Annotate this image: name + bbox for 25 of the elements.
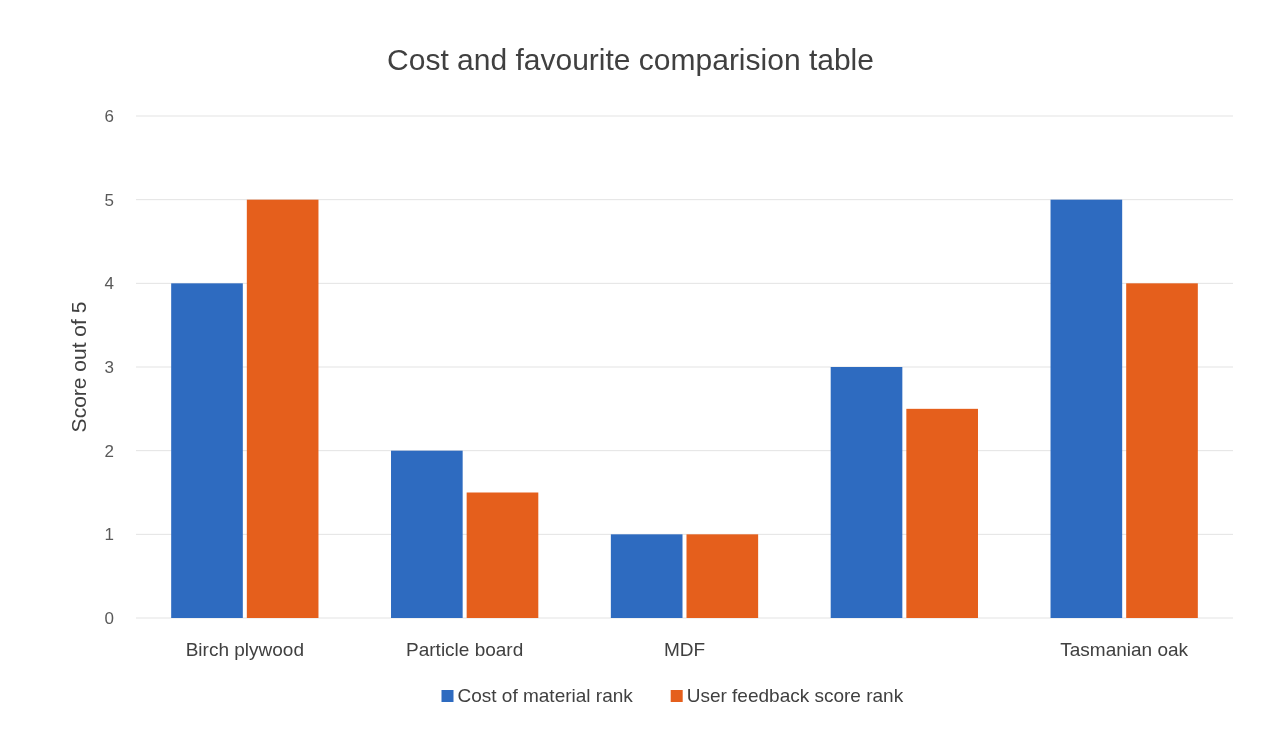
bar xyxy=(830,367,903,618)
bar xyxy=(171,283,243,618)
y-tick-label: 5 xyxy=(104,190,114,210)
y-tick-label: 3 xyxy=(104,358,114,377)
bar xyxy=(391,450,463,618)
bar xyxy=(1126,283,1198,618)
bar xyxy=(246,199,319,618)
y-tick-label: 4 xyxy=(104,274,114,294)
bar xyxy=(610,534,683,618)
bar xyxy=(686,534,759,618)
x-tick-label: Birch plywood xyxy=(185,639,304,660)
y-tick-label: 1 xyxy=(104,525,114,545)
y-tick-label: 2 xyxy=(104,441,114,461)
y-tick-label: 0 xyxy=(104,609,114,628)
chart-title: Cost and favourite comparision table xyxy=(387,43,874,76)
bar xyxy=(906,408,978,618)
x-tick-label: Tasmanian oak xyxy=(1060,639,1189,660)
x-tick-label: Particle board xyxy=(406,639,524,660)
legend-label: User feedback score rank xyxy=(686,685,904,706)
bar xyxy=(466,492,539,618)
y-tick-label: 6 xyxy=(104,107,114,126)
bar xyxy=(1050,199,1123,618)
y-axis-title: Score out of 5 xyxy=(67,301,90,433)
x-tick-label: MDF xyxy=(663,639,706,660)
legend-label: Cost of material rank xyxy=(457,685,634,706)
